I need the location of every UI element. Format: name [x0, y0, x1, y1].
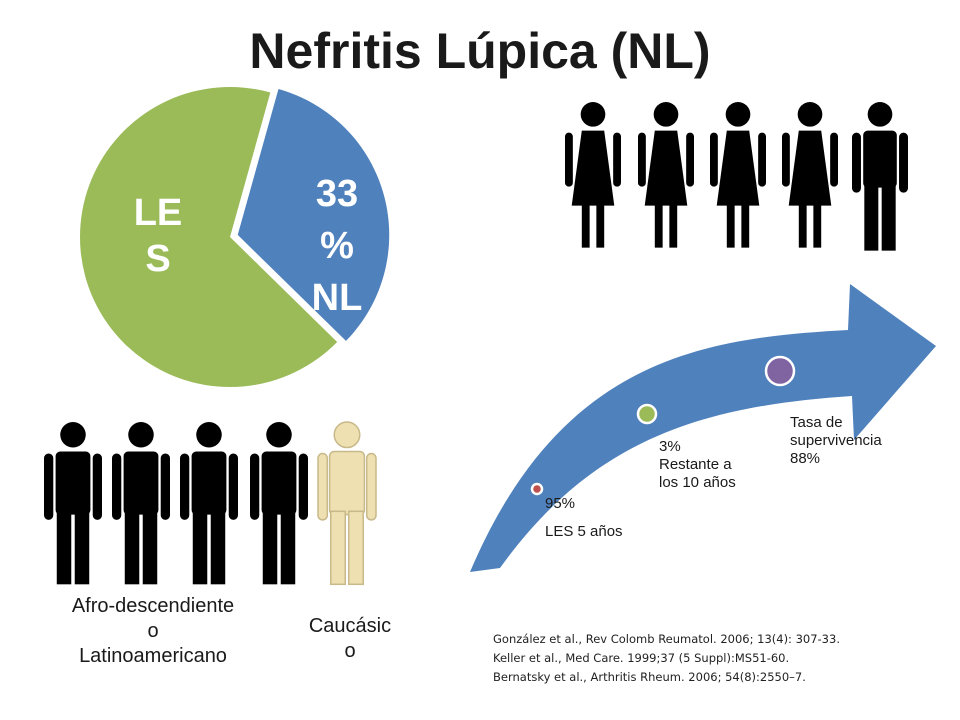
marker-2-percent: 3% — [659, 438, 681, 455]
marker-3-label: Tasa de supervivencia 88% — [790, 414, 882, 467]
marker-1-percent: 95% — [545, 495, 576, 512]
male-icon — [44, 422, 102, 585]
male-icon — [317, 421, 377, 586]
reference-3: Bernatsky et al., Arthritis Rheum. 2006;… — [493, 670, 806, 684]
milestone-marker — [764, 355, 796, 387]
male-icon — [250, 422, 308, 585]
pie-label-les: LE S — [133, 192, 183, 280]
caucasian-label: Caucásic o — [308, 615, 392, 662]
male-icon — [180, 422, 238, 585]
marker-2-label: Restante a los 10 años — [659, 456, 736, 491]
female-icon — [710, 102, 766, 248]
female-icon — [638, 102, 694, 248]
curved-arrow-shape — [470, 284, 936, 572]
marker-1-label: LES 5 años — [545, 523, 623, 540]
reference-1: González et al., Rev Colomb Reumatol. 20… — [493, 632, 840, 646]
female-icon — [565, 102, 621, 248]
male-icon — [852, 102, 908, 251]
pie-label-nl: 33 % NL — [311, 173, 363, 319]
pie-slice-les — [79, 87, 338, 388]
references: González et al., Rev Colomb Reumatol. 20… — [493, 630, 953, 687]
male-icon — [112, 422, 170, 585]
reference-2: Keller et al., Med Care. 1999;37 (5 Supp… — [493, 651, 790, 665]
female-icon — [782, 102, 838, 248]
page-title: Nefritis Lúpica (NL) — [249, 23, 711, 79]
milestone-marker — [530, 482, 544, 496]
milestone-marker — [636, 403, 658, 425]
afro-latino-label: Afro-descendiente o Latinoamericano — [71, 595, 235, 667]
pie-slice-nl — [237, 89, 390, 341]
